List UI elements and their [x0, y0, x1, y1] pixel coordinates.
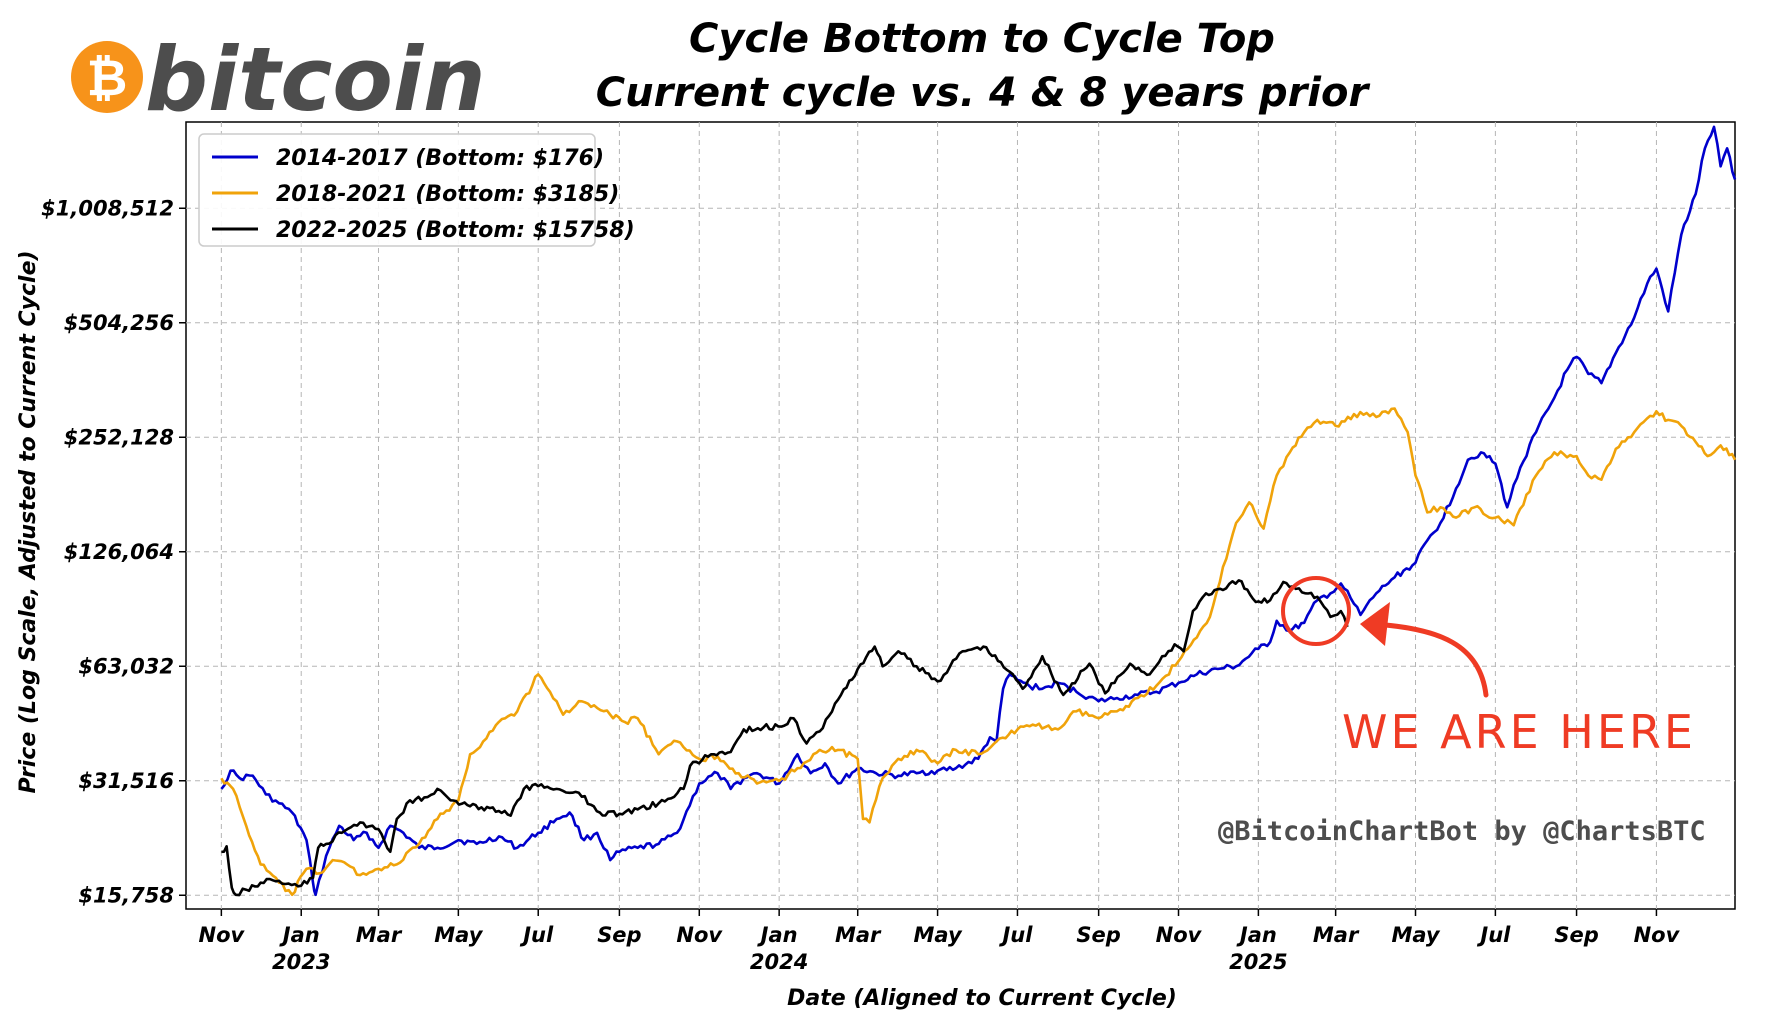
x-tick-label: Jul [519, 923, 554, 947]
y-tick-label: $504,256 [64, 311, 174, 335]
bitcoin-logo: ₿ bitcoin [71, 28, 486, 131]
watermark-credit: @BitcoinChartBot by @ChartsBTC [1218, 816, 1706, 847]
x-tick-label: Nov [676, 923, 723, 947]
current-position-circle [1281, 576, 1351, 646]
series-line-1 [220, 125, 1737, 897]
x-tick-label: Jan [279, 923, 320, 947]
x-tick-label: May [1391, 923, 1440, 947]
legend-entry-label: 2014-2017 (Bottom: $176) [276, 146, 604, 171]
we-are-here-label: WE ARE HERE [1342, 705, 1696, 759]
series-lines [220, 125, 1737, 897]
x-axis-ticks: Nov Jan 2023 Mar May Jul Sep Nov Jan 2024 Mar May Ju… [199, 909, 1681, 974]
legend-entry-label: 2018-2021 (Bottom: $3185) [276, 182, 619, 207]
plot-area [185, 121, 1736, 910]
x-axis-label: Date (Aligned to Current Cycle) [787, 986, 1177, 1011]
legend-box [198, 133, 596, 247]
x-tick-year-label: 2024 [750, 950, 808, 974]
x-tick-label: Nov [1156, 923, 1203, 947]
x-tick-label: Jan [757, 923, 798, 947]
x-tick-label: Nov [1634, 923, 1681, 947]
x-tick-year-label: 2025 [1229, 950, 1287, 974]
x-tick-label: Sep [1554, 923, 1598, 947]
legend: 2014-2017 (Bottom: $176) 2018-2021 (Botto… [198, 133, 635, 247]
y-axis-label: Price (Log Scale, Adjusted to Current Cy… [16, 250, 41, 793]
chart-title: Cycle Bottom to Cycle Top [689, 16, 1275, 62]
y-gridlines [186, 207, 1735, 896]
series-line-2 [220, 407, 1737, 897]
y-tick-label: $15,758 [78, 883, 174, 907]
bitcoin-coin-icon [71, 41, 143, 113]
legend-items: 2014-2017 (Bottom: $176) 2018-2021 (Botto… [212, 146, 635, 243]
x-tick-label: Sep [597, 923, 641, 947]
we-are-here-annotation: WE ARE HERE [1281, 576, 1696, 759]
x-tick-label: Mar [356, 923, 403, 947]
x-tick-label: Sep [1076, 923, 1120, 947]
x-tick-year-label: 2023 [272, 950, 330, 974]
x-tick-label: Jul [998, 923, 1033, 947]
chart-subtitle: Current cycle vs. 4 & 8 years prior [596, 70, 1371, 116]
arrow-head-icon [1360, 602, 1390, 646]
y-axis-ticks: $15,758 $31,516 $63,032 $126,064 $252,128 $50… [41, 196, 186, 907]
x-tick-label: May [914, 923, 963, 947]
legend-entry-label: 2022-2025 (Bottom: $15758) [276, 218, 635, 243]
x-tick-label: Jan [1236, 923, 1277, 947]
plot-frame [185, 121, 1736, 910]
y-tick-label: $126,064 [64, 540, 174, 564]
series-line-3 [221, 579, 1349, 897]
x-tick-label: Jul [1476, 923, 1511, 947]
y-tick-label: $1,008,512 [41, 196, 174, 220]
x-tick-label: May [434, 923, 483, 947]
x-tick-label: Nov [199, 923, 246, 947]
x-tick-label: Mar [835, 923, 882, 947]
y-tick-label: $63,032 [78, 654, 174, 678]
y-tick-label: $252,128 [64, 425, 174, 449]
bitcoin-coin-symbol: ₿ [87, 49, 128, 107]
bitcoin-logo-word: bitcoin [145, 28, 486, 131]
y-tick-label: $31,516 [78, 769, 174, 793]
arrow-shaft [1369, 621, 1489, 698]
x-tick-label: Mar [1313, 923, 1360, 947]
